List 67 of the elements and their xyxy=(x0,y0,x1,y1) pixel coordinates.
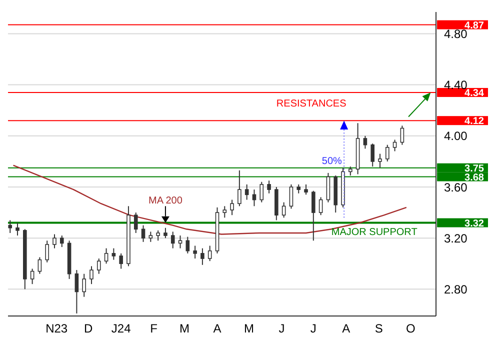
candlestick xyxy=(141,224,146,242)
y-tick-label: 2.80 xyxy=(444,282,468,296)
x-tick-label: O xyxy=(406,322,416,336)
candlestick xyxy=(148,231,153,242)
candlestick xyxy=(104,248,108,264)
candlestick xyxy=(378,153,382,168)
x-tick-label: S xyxy=(374,322,383,336)
candlestick xyxy=(312,190,316,242)
candlestick xyxy=(170,231,175,249)
x-tick-label: A xyxy=(342,322,350,336)
candlestick xyxy=(326,172,330,203)
candlestick xyxy=(178,235,182,249)
candlestick xyxy=(52,234,56,249)
candlestick xyxy=(238,170,242,207)
candlestick xyxy=(112,248,116,260)
candlestick xyxy=(289,184,294,210)
candlestick xyxy=(16,222,20,236)
candlestick xyxy=(156,230,160,242)
candlestick xyxy=(90,266,94,285)
candlestick xyxy=(230,199,234,216)
candlestick xyxy=(38,256,42,274)
candlestick xyxy=(363,135,368,150)
candlestick xyxy=(60,235,64,248)
annotation: RESISTANCES xyxy=(276,98,347,110)
candlestick xyxy=(208,245,212,262)
x-tick-label: N23 xyxy=(46,322,68,336)
ref-line-label: 3.32 xyxy=(464,218,484,230)
y-tick-label: 3.20 xyxy=(444,231,468,246)
candlestick xyxy=(186,236,190,254)
candlestick xyxy=(304,184,308,196)
x-tick-label: F xyxy=(150,322,158,336)
candlestick xyxy=(392,139,397,152)
candlestick xyxy=(385,144,390,162)
candlestick xyxy=(260,181,264,203)
x-tick-label: J xyxy=(278,322,285,336)
ref-line-label: 4.87 xyxy=(464,20,484,32)
candlestick xyxy=(134,212,138,234)
candlestick xyxy=(74,270,79,314)
x-tick-label: D xyxy=(84,322,93,336)
y-tick-label: 4.00 xyxy=(444,129,468,144)
ref-line-label: 3.75 xyxy=(464,163,484,174)
candlestick xyxy=(200,248,204,266)
candlestick xyxy=(244,184,249,200)
x-tick-label: M xyxy=(179,322,190,336)
candlestick xyxy=(282,202,286,218)
candlestick xyxy=(318,196,323,216)
candlestick xyxy=(45,240,49,263)
candlestick xyxy=(119,252,123,270)
candlestick xyxy=(164,227,168,239)
annotation: 50% xyxy=(322,156,342,167)
ref-line-label: 4.12 xyxy=(464,116,484,128)
candlestick xyxy=(8,220,12,234)
candlestick xyxy=(96,258,101,274)
x-tick-label: M xyxy=(244,322,254,336)
series-label: MA 200 xyxy=(148,196,183,207)
candlestick xyxy=(222,206,227,218)
candlestick xyxy=(400,125,404,146)
candlestick xyxy=(193,245,197,260)
x-tick-label: J xyxy=(310,322,316,336)
candlestick xyxy=(82,273,86,298)
candlestick xyxy=(370,143,374,168)
ref-line-label: 4.34 xyxy=(464,88,484,99)
x-tick-label: A xyxy=(213,322,222,336)
candlestick xyxy=(30,268,34,285)
annotation: MAJOR SUPPORT xyxy=(331,226,418,238)
candlestick xyxy=(267,180,271,194)
x-tick-label: J24 xyxy=(111,322,132,336)
